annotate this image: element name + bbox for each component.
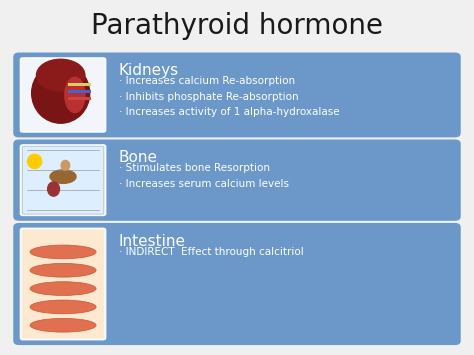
- Text: · INDIRECT  Effect through calcitriol: · INDIRECT Effect through calcitriol: [119, 247, 304, 257]
- FancyBboxPatch shape: [13, 53, 461, 137]
- Ellipse shape: [32, 63, 90, 123]
- Ellipse shape: [30, 300, 96, 314]
- Ellipse shape: [30, 318, 96, 332]
- FancyBboxPatch shape: [20, 145, 106, 215]
- Text: · Increases serum calcium levels: · Increases serum calcium levels: [119, 179, 289, 189]
- Text: · Increases calcium Re-absorption: · Increases calcium Re-absorption: [119, 76, 295, 86]
- Ellipse shape: [30, 245, 96, 259]
- Bar: [68, 90, 91, 93]
- FancyBboxPatch shape: [20, 228, 106, 340]
- Text: · Inhibits phosphate Re-absorption: · Inhibits phosphate Re-absorption: [119, 92, 299, 102]
- Ellipse shape: [27, 154, 42, 169]
- Text: · Increases activity of 1 alpha-hydroxalase: · Increases activity of 1 alpha-hydroxal…: [119, 107, 339, 117]
- Text: Bone: Bone: [119, 150, 158, 165]
- Text: Intestine: Intestine: [119, 234, 186, 248]
- Ellipse shape: [30, 263, 96, 277]
- Ellipse shape: [61, 160, 70, 170]
- FancyBboxPatch shape: [13, 140, 461, 221]
- Ellipse shape: [36, 59, 85, 91]
- Ellipse shape: [30, 282, 96, 295]
- FancyBboxPatch shape: [22, 146, 104, 214]
- Ellipse shape: [47, 182, 60, 196]
- Ellipse shape: [50, 170, 76, 183]
- FancyBboxPatch shape: [20, 58, 106, 132]
- Text: Parathyroid hormone: Parathyroid hormone: [91, 12, 383, 40]
- Bar: [68, 97, 91, 100]
- Text: · Stimulates bone Resorption: · Stimulates bone Resorption: [119, 163, 270, 173]
- Bar: [68, 83, 91, 86]
- Text: Kidneys: Kidneys: [119, 63, 179, 78]
- FancyBboxPatch shape: [22, 230, 104, 338]
- FancyBboxPatch shape: [13, 223, 461, 345]
- Ellipse shape: [65, 77, 85, 113]
